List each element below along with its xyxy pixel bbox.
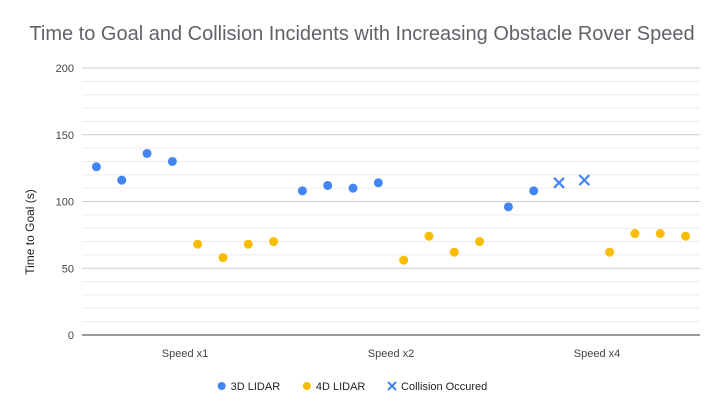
legend-marker-x [387, 381, 397, 391]
legend-marker-dot [217, 382, 226, 390]
point-4d-lidar [218, 253, 228, 263]
point-4d-lidar [193, 239, 203, 249]
point-4d-lidar [630, 229, 640, 239]
point-3d-lidar [373, 178, 383, 188]
gridlines [82, 67, 700, 336]
y-tick-label: 150 [56, 130, 74, 142]
point-3d-lidar [91, 162, 101, 172]
point-4d-lidar [475, 237, 485, 247]
y-tick-label: 50 [62, 263, 74, 275]
legend-item: 3D LIDAR [217, 381, 281, 393]
point-4d-lidar [399, 255, 409, 265]
legend: 3D LIDAR 4D LIDAR Collision Occured [217, 381, 487, 393]
y-tick-label: 200 [56, 63, 74, 75]
legend-item: Collision Occured [387, 381, 487, 393]
y-axis-title: Time to Goal (s) [23, 189, 37, 275]
point-collision-occured [578, 174, 591, 186]
point-collision-occured [553, 177, 565, 189]
point-3d-lidar [167, 156, 177, 166]
point-4d-lidar [424, 231, 434, 241]
point-3d-lidar [323, 180, 333, 190]
point-4d-lidar [243, 239, 253, 249]
legend-marker-dot [302, 382, 311, 390]
point-4d-lidar [605, 247, 615, 257]
legend-label: Collision Occured [401, 381, 487, 393]
legend-label: 3D LIDAR [231, 381, 281, 393]
point-3d-lidar [297, 186, 307, 196]
point-4d-lidar [655, 229, 665, 239]
x-category-label: Speed x1 [162, 348, 208, 360]
legend-item: 4D LIDAR [302, 381, 366, 393]
point-3d-lidar [503, 202, 513, 212]
chart-title: Time to Goal and Collision Incidents wit… [29, 23, 694, 45]
legend-label: 4D LIDAR [316, 381, 366, 393]
point-4d-lidar [681, 231, 691, 241]
x-axis-categories: Speed x1 Speed x2 Speed x4 [162, 348, 620, 360]
y-tick-label: 0 [68, 330, 74, 342]
point-4d-lidar [449, 247, 459, 257]
data-points [91, 148, 691, 265]
y-axis-ticks: 0 50 100 150 200 [56, 63, 74, 342]
point-3d-lidar [117, 175, 127, 185]
y-tick-label: 100 [56, 197, 74, 209]
x-category-label: Speed x4 [574, 348, 620, 360]
point-3d-lidar [348, 183, 358, 193]
point-3d-lidar [529, 186, 539, 196]
point-3d-lidar [142, 148, 152, 158]
point-4d-lidar [269, 237, 279, 247]
x-category-label: Speed x2 [368, 348, 414, 360]
